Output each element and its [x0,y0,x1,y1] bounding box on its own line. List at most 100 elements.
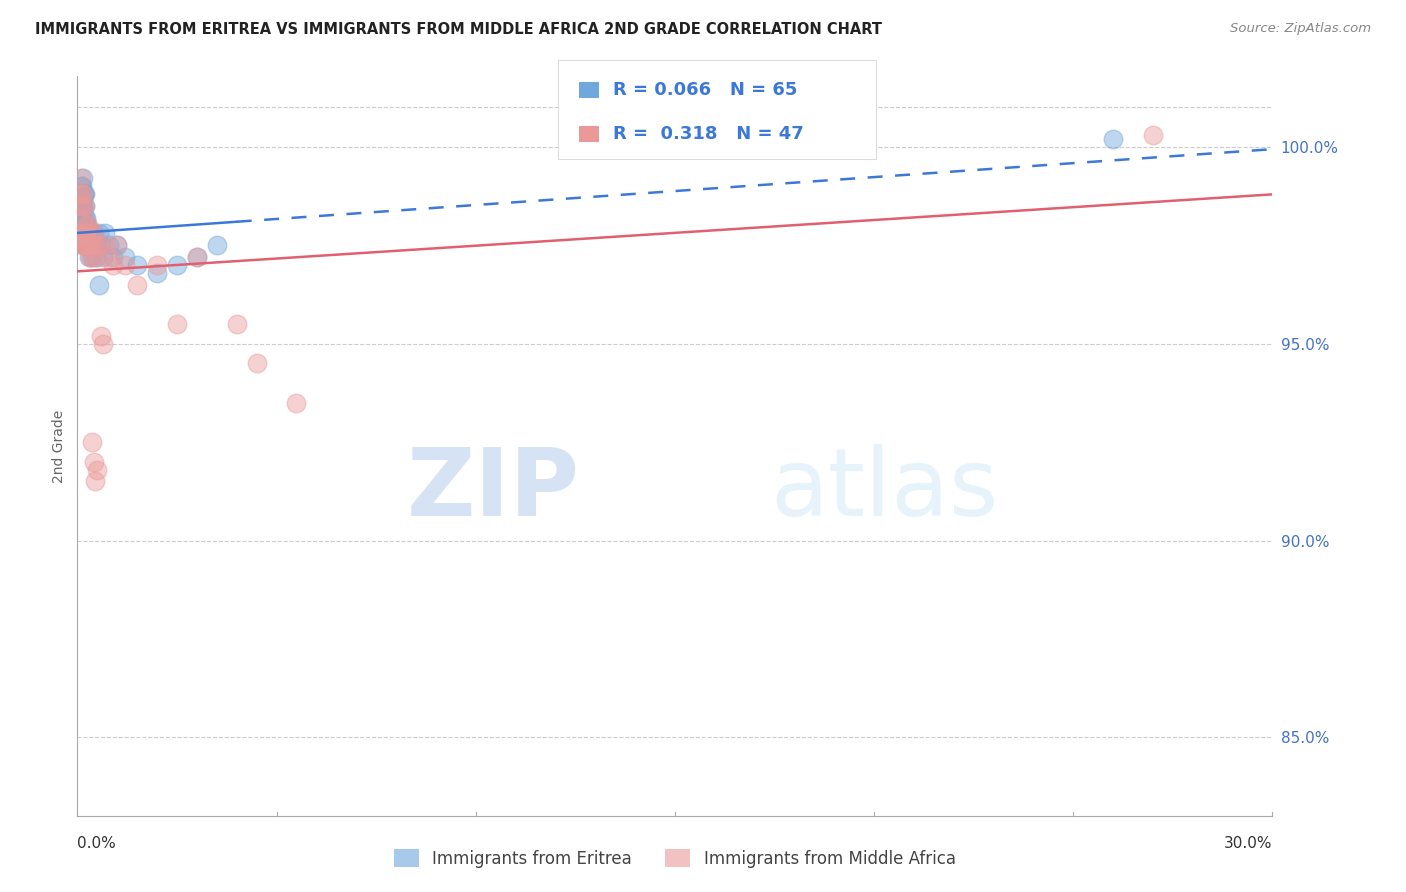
Point [69,179,91,194]
Point [127,277,149,292]
Point [186,250,208,264]
Point [73,199,96,213]
Point [76,238,98,252]
Point [98,238,121,252]
Point [79,238,101,252]
Text: Source: ZipAtlas.com: Source: ZipAtlas.com [1230,22,1371,36]
Point [103,250,124,264]
Point [76,227,98,241]
Point [127,258,149,272]
Point [70,171,93,186]
Point [70,227,93,241]
Point [186,250,208,264]
Point [72,211,94,225]
Point [82,238,104,252]
Point [76,238,98,252]
Point [114,258,136,272]
Point [82,250,104,264]
Point [146,258,169,272]
Point [73,227,96,241]
Point [77,238,100,252]
Point [1142,128,1164,142]
Point [89,238,111,252]
Point [75,238,97,252]
Point [70,179,93,194]
Point [73,219,96,233]
Point [76,219,98,233]
Point [86,250,108,264]
Point [91,336,114,351]
Point [72,199,94,213]
Text: R =  0.318   N = 47: R = 0.318 N = 47 [613,125,804,143]
Point [69,186,91,201]
Point [82,238,104,252]
Point [80,227,103,241]
Point [77,227,100,241]
Point [89,277,111,292]
Point [72,227,94,241]
Point [166,317,188,331]
Point [146,266,169,280]
Point [105,238,128,252]
Text: R = 0.066   N = 65: R = 0.066 N = 65 [613,81,797,99]
Point [79,250,101,264]
Point [72,186,94,201]
Text: atlas: atlas [770,444,998,536]
Point [76,238,98,252]
Text: ZIP: ZIP [406,444,579,536]
Point [72,211,94,225]
Point [94,238,117,252]
Point [84,238,107,252]
Point [105,238,128,252]
Point [75,211,97,225]
Point [79,227,101,241]
Point [75,227,97,241]
Point [70,211,93,225]
Point [83,227,105,241]
Point [83,227,105,241]
Point [75,238,97,252]
Point [103,258,124,272]
Point [70,186,93,201]
Y-axis label: 2nd Grade: 2nd Grade [52,409,66,483]
Point [94,227,117,241]
Point [86,238,108,252]
Point [90,328,112,343]
Point [98,250,121,264]
Point [80,227,103,241]
Point [86,462,108,476]
Point [73,238,96,252]
Point [70,199,93,213]
Point [75,227,97,241]
Point [76,219,98,233]
Point [73,238,96,252]
Point [72,227,94,241]
Legend: Immigrants from Eritrea, Immigrants from Middle Africa: Immigrants from Eritrea, Immigrants from… [387,842,963,874]
Point [73,199,96,213]
Point [90,238,112,252]
Point [91,250,114,264]
Point [83,455,105,469]
Point [72,238,94,252]
Point [75,219,97,233]
Point [73,238,96,252]
Point [86,250,108,264]
Point [77,219,100,233]
Point [73,186,96,201]
Point [72,171,94,186]
Point [166,258,188,272]
Point [75,211,97,225]
Point [285,395,308,409]
Text: 0.0%: 0.0% [77,836,117,851]
Point [73,227,96,241]
Point [76,227,98,241]
Point [84,238,107,252]
Point [79,250,101,264]
Point [246,356,269,370]
Point [72,238,94,252]
Point [82,435,104,450]
Point [205,238,228,252]
Point [70,186,93,201]
Point [67,186,90,201]
Point [225,317,247,331]
